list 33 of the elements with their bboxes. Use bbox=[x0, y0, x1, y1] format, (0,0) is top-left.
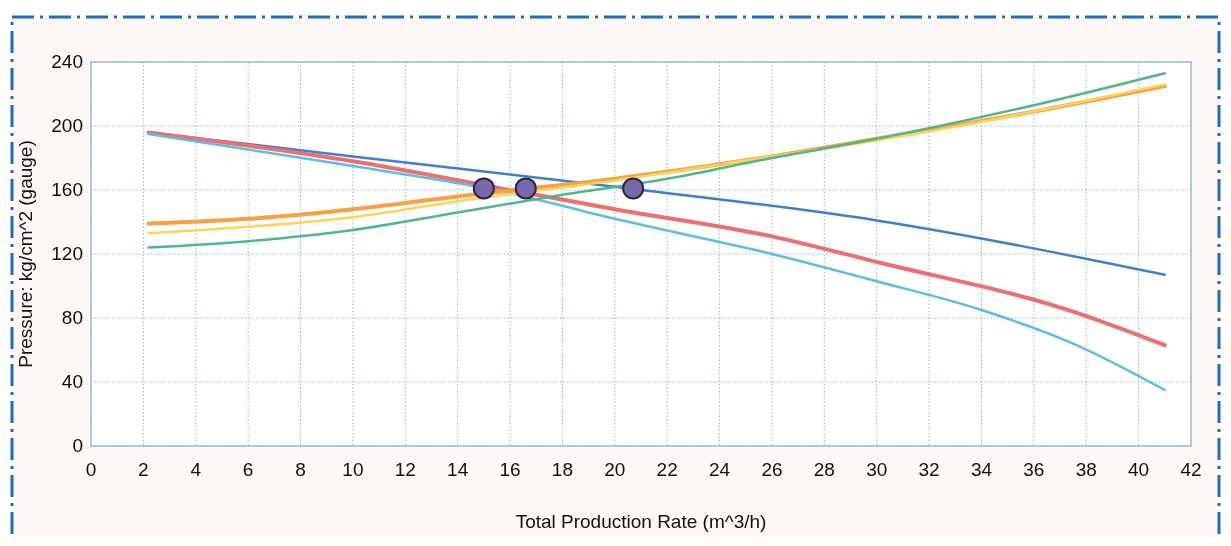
x-tick-label: 8 bbox=[295, 459, 306, 480]
y-axis-title: Pressure: kg/cm^2 (gauge) bbox=[15, 140, 36, 368]
y-tick-label: 120 bbox=[51, 243, 83, 264]
x-tick-label: 26 bbox=[761, 459, 783, 480]
y-tick-label: 200 bbox=[51, 115, 83, 136]
x-tick-label: 40 bbox=[1128, 459, 1150, 480]
x-tick-label: 16 bbox=[499, 459, 521, 480]
x-tick-label: 10 bbox=[342, 459, 364, 480]
y-tick-label: 240 bbox=[51, 51, 83, 72]
x-tick-label: 32 bbox=[918, 459, 940, 480]
x-tick-label: 24 bbox=[709, 459, 731, 480]
x-tick-label: 4 bbox=[190, 459, 202, 480]
x-tick-label: 6 bbox=[242, 459, 254, 480]
y-tick-label: 0 bbox=[72, 435, 83, 456]
x-tick-label: 18 bbox=[551, 459, 573, 480]
y-tick-label: 40 bbox=[61, 371, 83, 392]
x-tick-label: 34 bbox=[970, 459, 993, 480]
x-tick-label: 22 bbox=[656, 459, 678, 480]
x-tick-label: 30 bbox=[866, 459, 888, 480]
x-tick-label: 42 bbox=[1180, 459, 1202, 480]
x-axis-title: Total Production Rate (m^3/h) bbox=[515, 511, 767, 532]
x-tick-label: 12 bbox=[394, 459, 416, 480]
x-tick-label: 28 bbox=[813, 459, 835, 480]
y-tick-label: 160 bbox=[51, 179, 83, 200]
x-tick-label: 20 bbox=[604, 459, 626, 480]
line-series bbox=[147, 132, 1167, 392]
x-tick-label: 36 bbox=[1023, 459, 1045, 480]
x-tick-label: 0 bbox=[85, 459, 97, 480]
x-tick-label: 2 bbox=[138, 459, 149, 480]
x-tick-label: 38 bbox=[1075, 459, 1097, 480]
line-series bbox=[146, 130, 1167, 348]
y-tick-label: 80 bbox=[61, 307, 83, 328]
x-tick-label: 14 bbox=[447, 459, 469, 480]
